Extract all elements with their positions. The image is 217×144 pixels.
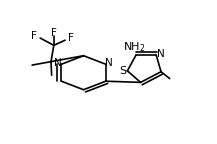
Text: N: N — [54, 58, 62, 68]
Text: S: S — [119, 66, 126, 76]
Text: F: F — [68, 33, 74, 43]
Text: F: F — [51, 28, 57, 38]
Text: N: N — [105, 58, 113, 68]
Text: NH$_2$: NH$_2$ — [123, 40, 145, 54]
Text: N: N — [157, 49, 165, 59]
Text: F: F — [31, 31, 37, 41]
